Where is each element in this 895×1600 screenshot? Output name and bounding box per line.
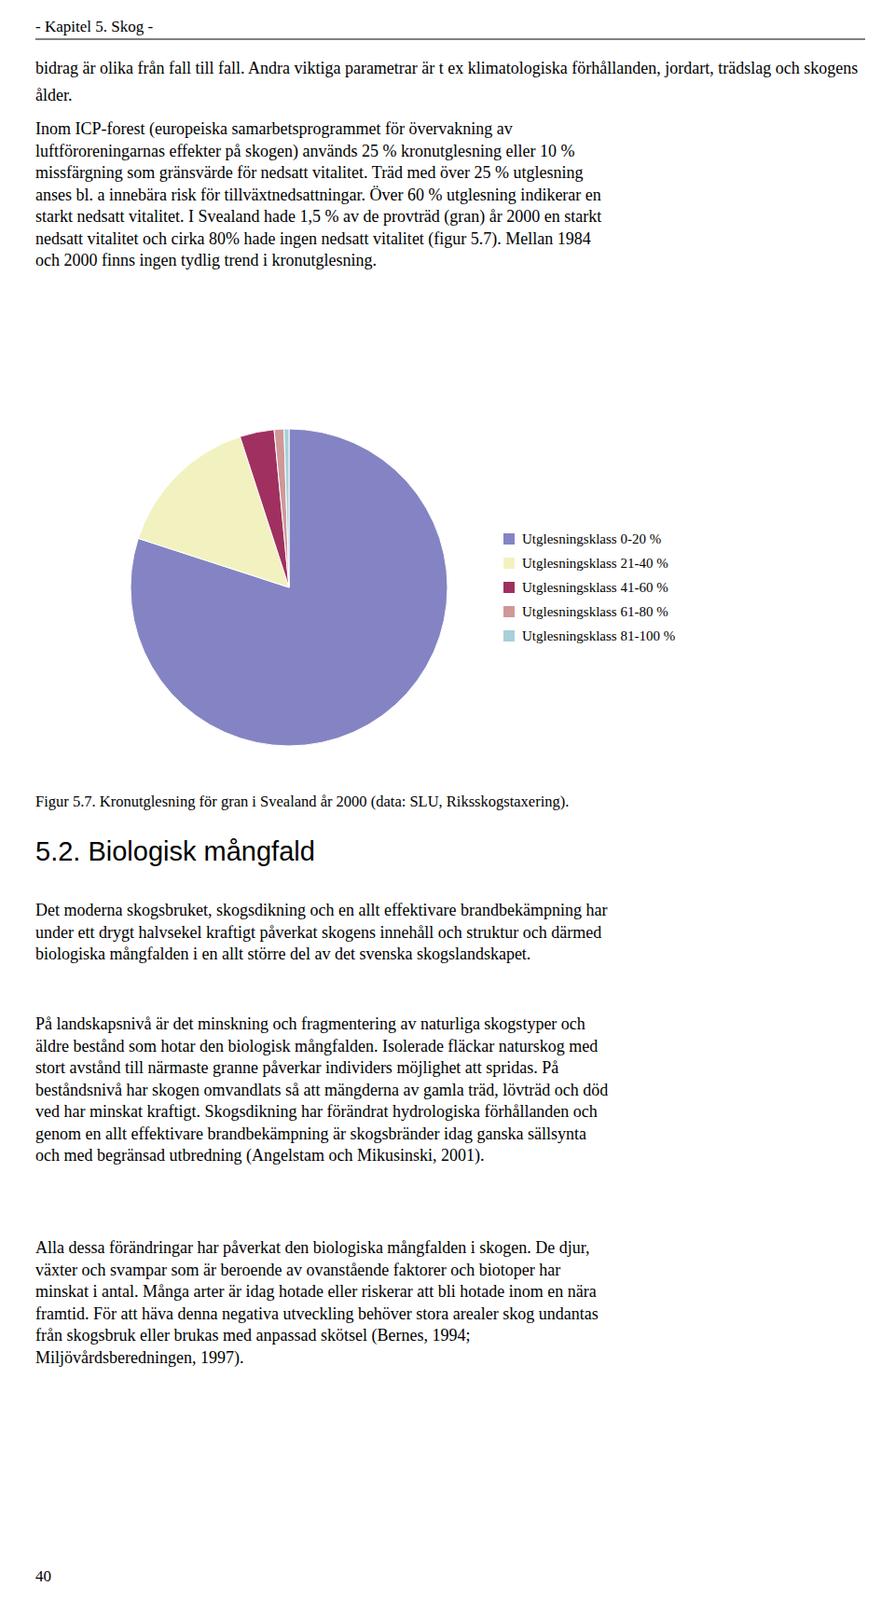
header-rule: [35, 39, 866, 41]
body-text: bidrag är olika från fall till fall. And…: [35, 58, 858, 104]
body-text: starkt nedsatt vitalitet. I Svealand had…: [35, 206, 602, 227]
body-text: minskat i antal. Många arter är idag hot…: [35, 1281, 597, 1301]
legend-swatch: [503, 581, 515, 593]
chart-title: Figur 5.7. Kronutglesning för gran i Sve…: [35, 792, 569, 811]
body-text: och med begränsad utbredning (Angelstam …: [35, 1145, 484, 1166]
body-text: beståndsnivå har skogen omvandlats så at…: [35, 1080, 608, 1100]
body-text: anses bl. a innebära risk för tillväxtne…: [35, 185, 602, 205]
legend-label: Utglesningsklass 21-40 %: [522, 555, 669, 571]
footer: 40: [35, 1567, 52, 1585]
body-text: Miljövårdsberedningen, 1997).: [35, 1348, 244, 1368]
pie-slice: [130, 428, 448, 746]
header: - Kapitel 5. Skog -: [35, 17, 153, 36]
legend-label: Utglesningsklass 61-80 %: [522, 604, 669, 620]
pie-slice: [239, 429, 290, 588]
body-text: biologiska mångfalden i en allt större d…: [35, 944, 531, 964]
body-text: ved har minskat kraftigt. Skogsdikning h…: [35, 1101, 598, 1121]
legend-label: Utglesningsklass 0-20 %: [522, 531, 661, 547]
body-text: från skogsbruk eller brukas med anpassad…: [35, 1325, 470, 1346]
body-text: Alla dessa förändringar har påverkat den…: [35, 1238, 591, 1257]
legend-swatch: [503, 533, 515, 545]
body-text: Inom ICP-forest (europeiska samarbetspro…: [35, 119, 513, 139]
body-text: stort avstånd till närmaste granne påver…: [35, 1058, 559, 1077]
legend-swatch: [503, 630, 515, 642]
body-text: framtid. För att häva denna negativa utv…: [35, 1304, 599, 1323]
body-text: under ett drygt halvsekel kraftigt påver…: [35, 922, 602, 942]
legend-label: Utglesningsklass 41-60 %: [522, 579, 669, 595]
pie-slice: [284, 428, 290, 588]
section-title: 5.2. Biologisk mångfald: [35, 836, 316, 867]
legend-label: Utglesningsklass 81-100 %: [522, 628, 675, 644]
body-text: äldre bestånd som hotar den biologisk må…: [35, 1036, 598, 1056]
body-text: missfärgning som gränsvärde för nedsatt …: [35, 163, 584, 182]
pie-slice: [274, 428, 290, 588]
pie: [130, 428, 448, 746]
body-text: nedsatt vitalitet och cirka 80% hade ing…: [35, 229, 592, 249]
legend-swatch: [503, 557, 515, 569]
body-text: På landskapsnivå är det minskning och fr…: [35, 1014, 586, 1033]
body-text: luftföroreningarnas effekter på skogen) …: [35, 141, 576, 162]
body-text: genom en allt effektivare brandbekämpnin…: [35, 1124, 587, 1143]
body-text: Det moderna skogsbruket, skogsdikning oc…: [35, 900, 608, 920]
legend-swatch: [503, 605, 515, 618]
body-text: växter och svampar som är beroende av ov…: [35, 1260, 561, 1280]
body-text: och 2000 finns ingen tydlig trend i kron…: [35, 250, 377, 270]
legend: Utglesningsklass 0-20 % Utglesningsklass …: [503, 531, 675, 644]
page: - Kapitel 5. Skog - bidrag är olika från …: [0, 0, 895, 1600]
